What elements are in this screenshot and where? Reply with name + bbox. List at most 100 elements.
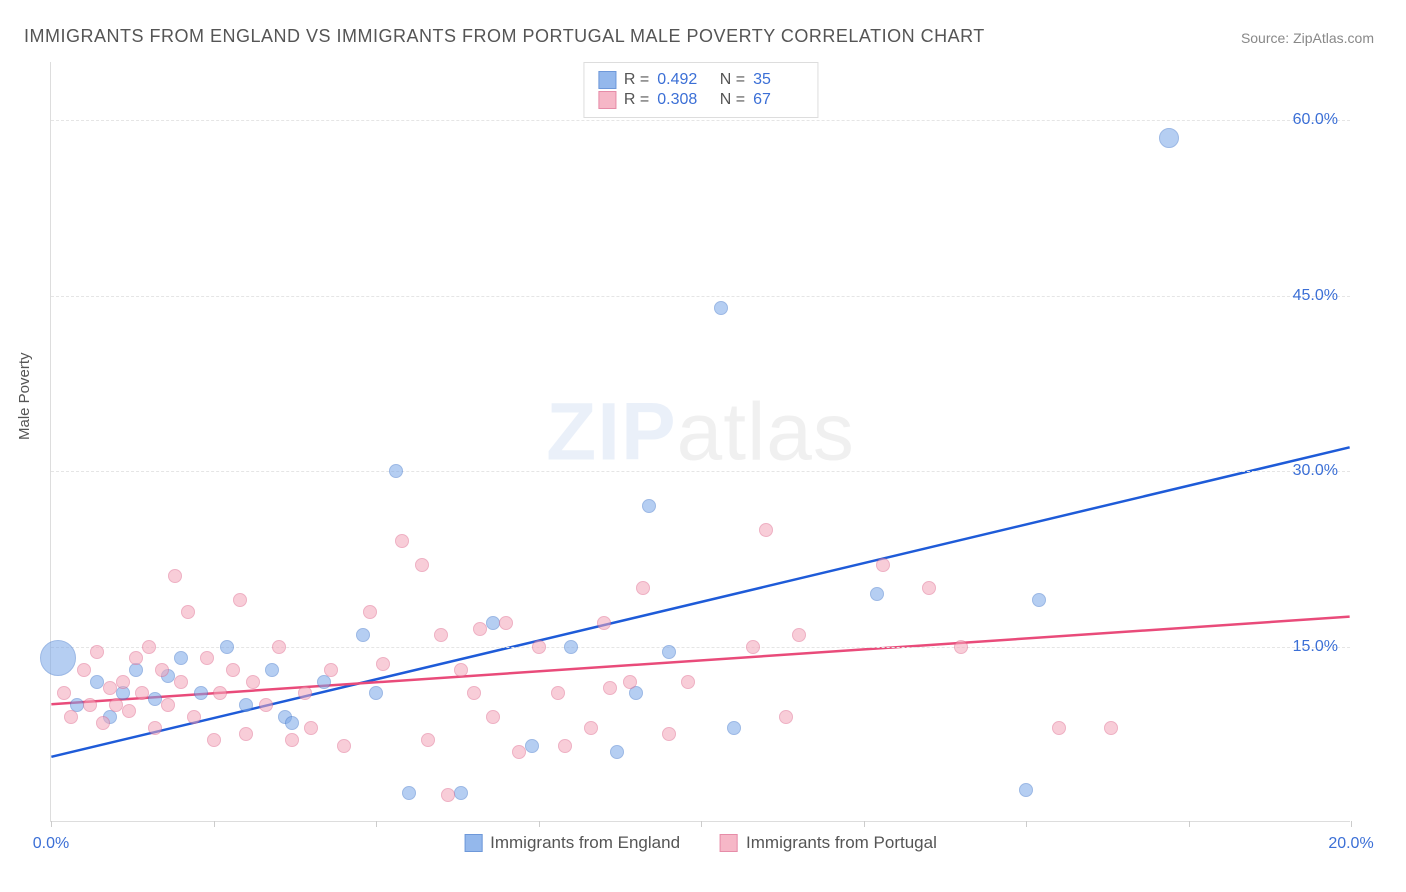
data-point (954, 640, 968, 654)
xtick (214, 821, 215, 827)
xtick-label: 0.0% (33, 835, 69, 853)
n-value-series1: 35 (753, 71, 803, 89)
data-point (662, 645, 676, 659)
data-point (759, 523, 773, 537)
legend-bottom: Immigrants from England Immigrants from … (464, 833, 937, 853)
data-point (876, 558, 890, 572)
data-point (174, 651, 188, 665)
data-point (681, 675, 695, 689)
data-point (116, 675, 130, 689)
ytick-label: 45.0% (1293, 287, 1338, 305)
data-point (155, 663, 169, 677)
data-point (239, 727, 253, 741)
stats-row-series2: R = 0.308 N = 67 (598, 91, 803, 109)
data-point (512, 745, 526, 759)
data-point (402, 786, 416, 800)
data-point (239, 698, 253, 712)
data-point (83, 698, 97, 712)
data-point (265, 663, 279, 677)
data-point (64, 710, 78, 724)
data-point (233, 593, 247, 607)
data-point (356, 628, 370, 642)
data-point (220, 640, 234, 654)
data-point (174, 675, 188, 689)
data-point (135, 686, 149, 700)
data-point (148, 721, 162, 735)
data-point (454, 786, 468, 800)
data-point (1019, 783, 1033, 797)
xtick (376, 821, 377, 827)
data-point (662, 727, 676, 741)
data-point (525, 739, 539, 753)
data-point (389, 464, 403, 478)
data-point (142, 640, 156, 654)
data-point (285, 733, 299, 747)
xtick (539, 821, 540, 827)
data-point (584, 721, 598, 735)
data-point (1159, 128, 1179, 148)
r-label: R = (624, 71, 649, 89)
n-value-series2: 67 (753, 91, 803, 109)
chart-title: IMMIGRANTS FROM ENGLAND VS IMMIGRANTS FR… (24, 26, 985, 47)
data-point (1032, 593, 1046, 607)
data-point (551, 686, 565, 700)
data-point (200, 651, 214, 665)
data-point (473, 622, 487, 636)
legend-item-series2: Immigrants from Portugal (720, 833, 937, 853)
data-point (486, 710, 500, 724)
data-point (597, 616, 611, 630)
gridline (51, 120, 1350, 121)
plot-area: ZIPatlas R = 0.492 N = 35 R = 0.308 N = … (50, 62, 1350, 822)
data-point (109, 698, 123, 712)
data-point (454, 663, 468, 677)
data-point (285, 716, 299, 730)
data-point (558, 739, 572, 753)
legend-item-series1: Immigrants from England (464, 833, 680, 853)
data-point (564, 640, 578, 654)
ytick-label: 60.0% (1293, 111, 1338, 129)
gridline (51, 647, 1350, 648)
data-point (181, 605, 195, 619)
data-point (187, 710, 201, 724)
legend-swatch-series2 (720, 834, 738, 852)
data-point (369, 686, 383, 700)
n-label: N = (715, 71, 745, 89)
data-point (623, 675, 637, 689)
data-point (441, 788, 455, 802)
xtick (701, 821, 702, 827)
data-point (324, 663, 338, 677)
data-point (499, 616, 513, 630)
ytick-label: 15.0% (1293, 638, 1338, 656)
watermark-rest: atlas (677, 386, 855, 477)
data-point (415, 558, 429, 572)
data-point (161, 698, 175, 712)
data-point (714, 301, 728, 315)
watermark-bold: ZIP (546, 386, 677, 477)
stats-legend-box: R = 0.492 N = 35 R = 0.308 N = 67 (583, 62, 818, 118)
data-point (298, 686, 312, 700)
xtick (51, 821, 52, 827)
data-point (194, 686, 208, 700)
data-point (57, 686, 71, 700)
data-point (226, 663, 240, 677)
data-point (1104, 721, 1118, 735)
data-point (922, 581, 936, 595)
data-point (304, 721, 318, 735)
xtick (1026, 821, 1027, 827)
data-point (792, 628, 806, 642)
data-point (96, 716, 110, 730)
gridline (51, 471, 1350, 472)
data-point (337, 739, 351, 753)
stats-row-series1: R = 0.492 N = 35 (598, 71, 803, 89)
data-point (636, 581, 650, 595)
data-point (376, 657, 390, 671)
data-point (272, 640, 286, 654)
trend-line (51, 617, 1349, 705)
data-point (103, 681, 117, 695)
data-point (421, 733, 435, 747)
swatch-series2 (598, 91, 616, 109)
data-point (467, 686, 481, 700)
data-point (148, 692, 162, 706)
data-point (870, 587, 884, 601)
xtick (864, 821, 865, 827)
